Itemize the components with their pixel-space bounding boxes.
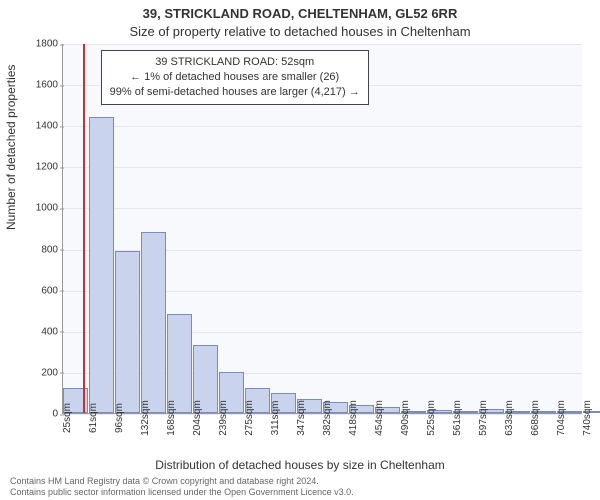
grid-line xyxy=(63,126,582,127)
x-tick: 597sqm xyxy=(478,400,489,436)
y-tick: 0 xyxy=(22,409,58,420)
y-tick: 200 xyxy=(22,367,58,378)
grid-line xyxy=(63,44,582,45)
x-tick: 525sqm xyxy=(426,400,437,436)
x-tick: 275sqm xyxy=(244,400,255,436)
x-tick: 168sqm xyxy=(166,400,177,436)
x-tick: 454sqm xyxy=(374,400,385,436)
attribution-line2: Contains public sector information licen… xyxy=(10,487,354,498)
x-tick: 418sqm xyxy=(348,400,359,436)
annotation-line-1: 39 STRICKLAND ROAD: 52sqm xyxy=(110,55,360,70)
annotation-line-3: 99% of semi-detached houses are larger (… xyxy=(110,85,360,100)
y-tick: 1600 xyxy=(22,80,58,91)
grid-line xyxy=(63,167,582,168)
y-tick: 1800 xyxy=(22,39,58,50)
x-tick: 382sqm xyxy=(322,400,333,436)
y-tick: 600 xyxy=(22,285,58,296)
x-tick: 704sqm xyxy=(556,400,567,436)
x-tick: 633sqm xyxy=(504,400,515,436)
annotation-line-2: ← 1% of detached houses are smaller (26) xyxy=(110,70,360,85)
y-axis-label: Number of detached properties xyxy=(4,65,18,230)
histogram-bar xyxy=(115,251,140,413)
histogram-bar xyxy=(167,314,192,413)
histogram-bar xyxy=(141,232,166,413)
plot-area: 39 STRICKLAND ROAD: 52sqm← 1% of detache… xyxy=(62,44,582,414)
y-tick: 1000 xyxy=(22,203,58,214)
x-tick: 311sqm xyxy=(270,401,281,436)
x-tick: 347sqm xyxy=(296,400,307,436)
attribution-text: Contains HM Land Registry data © Crown c… xyxy=(10,476,354,498)
attribution-line1: Contains HM Land Registry data © Crown c… xyxy=(10,476,354,487)
x-tick: 490sqm xyxy=(400,400,411,436)
x-axis-label: Distribution of detached houses by size … xyxy=(0,458,600,472)
chart-title-address: 39, STRICKLAND ROAD, CHELTENHAM, GL52 6R… xyxy=(0,6,600,21)
x-tick: 561sqm xyxy=(452,400,463,436)
y-tick: 1400 xyxy=(22,121,58,132)
x-tick: 25sqm xyxy=(62,403,73,433)
x-tick: 668sqm xyxy=(530,400,541,436)
property-marker-line xyxy=(83,44,85,413)
x-tick: 239sqm xyxy=(218,400,229,436)
x-tick: 204sqm xyxy=(192,400,203,436)
grid-line xyxy=(63,208,582,209)
x-tick: 61sqm xyxy=(88,403,99,433)
x-tick: 740sqm xyxy=(582,400,593,436)
histogram-bar xyxy=(89,117,114,413)
x-tick: 132sqm xyxy=(140,400,151,436)
y-tick: 800 xyxy=(22,244,58,255)
annotation-box: 39 STRICKLAND ROAD: 52sqm← 1% of detache… xyxy=(101,50,369,105)
chart-title-subtitle: Size of property relative to detached ho… xyxy=(0,24,600,39)
y-tick: 1200 xyxy=(22,162,58,173)
y-tick: 400 xyxy=(22,326,58,337)
x-tick: 96sqm xyxy=(114,403,125,433)
